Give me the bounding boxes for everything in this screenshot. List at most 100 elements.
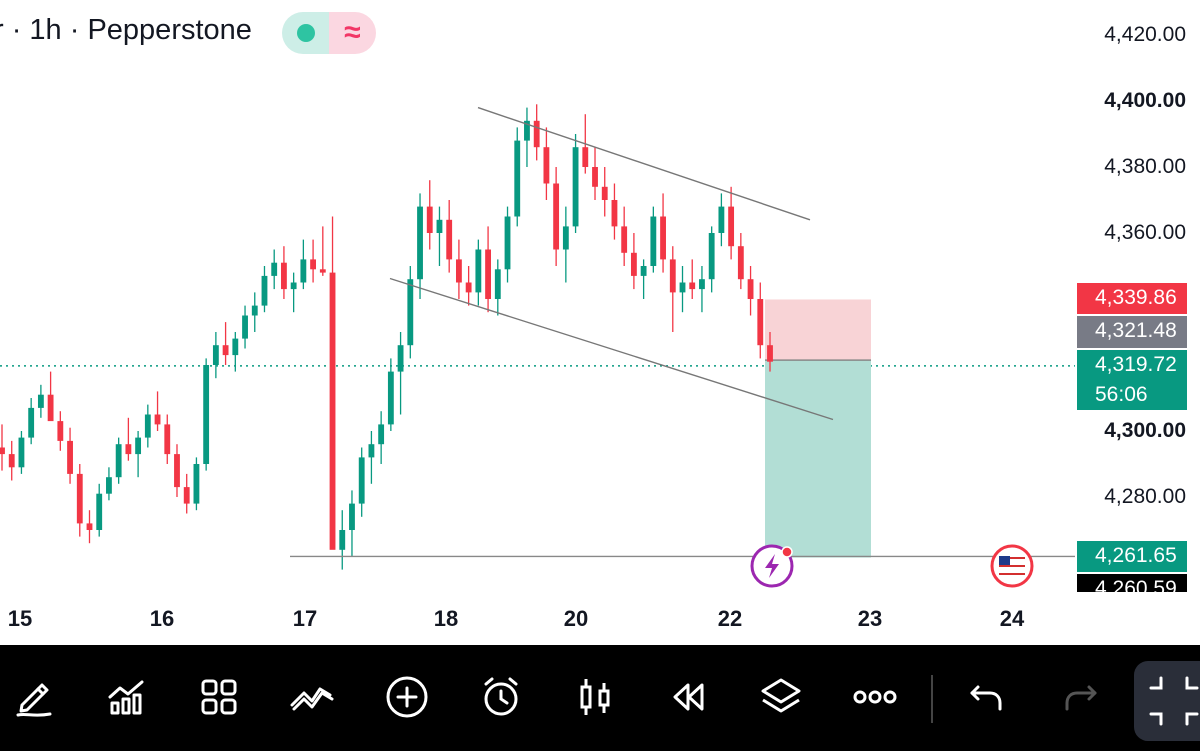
candle bbox=[533, 120, 540, 148]
target-zone bbox=[765, 360, 871, 558]
candle bbox=[232, 338, 239, 356]
candle bbox=[18, 437, 25, 468]
candle bbox=[426, 206, 433, 233]
candle bbox=[679, 282, 686, 293]
candle bbox=[718, 206, 725, 233]
candle bbox=[485, 249, 491, 299]
candle bbox=[203, 365, 210, 464]
indicators-icon[interactable] bbox=[102, 673, 150, 721]
candle bbox=[174, 454, 180, 488]
time-axis-label: 18 bbox=[433, 606, 459, 631]
candle bbox=[455, 259, 462, 283]
time-axis-label: 15 bbox=[7, 606, 33, 631]
layers-icon[interactable] bbox=[757, 673, 805, 721]
price-tick-label: 4,380.00 bbox=[1104, 155, 1186, 178]
lower-trendline bbox=[389, 277, 834, 421]
candle bbox=[640, 266, 647, 276]
add-icon[interactable] bbox=[383, 673, 431, 721]
candle bbox=[747, 279, 754, 299]
more-icon[interactable] bbox=[851, 673, 899, 721]
stop-price-tag: 4,339.86 bbox=[1077, 283, 1187, 314]
candle bbox=[115, 444, 122, 478]
candle bbox=[271, 262, 278, 276]
status-pill[interactable]: ≈ bbox=[282, 12, 376, 54]
fullscreen-icon[interactable] bbox=[1134, 661, 1200, 741]
chart-svg[interactable] bbox=[0, 0, 1200, 645]
candle bbox=[737, 246, 744, 280]
candle bbox=[582, 147, 589, 167]
brush-icon[interactable] bbox=[10, 673, 58, 721]
lightning-event-icon[interactable] bbox=[750, 544, 794, 588]
upper-trendline bbox=[477, 106, 811, 221]
candles-icon[interactable] bbox=[571, 673, 619, 721]
candle bbox=[475, 249, 482, 293]
symbol-title[interactable]: r · 1h · Pepperstone bbox=[0, 14, 252, 46]
candle bbox=[446, 219, 453, 260]
candle bbox=[378, 424, 385, 445]
chart-type-icon[interactable] bbox=[288, 673, 336, 721]
candle bbox=[387, 371, 394, 425]
us-flag-event-icon[interactable] bbox=[990, 544, 1034, 588]
target-price-tag-value: 4,261.65 bbox=[1095, 544, 1177, 567]
candle bbox=[436, 219, 443, 233]
price-tick-label: 4,280.00 bbox=[1104, 485, 1186, 508]
price-tick-label: 4,420.00 bbox=[1104, 23, 1186, 46]
candle bbox=[96, 493, 103, 530]
candle bbox=[281, 262, 287, 290]
candle bbox=[339, 530, 346, 550]
candle bbox=[329, 272, 336, 550]
candle bbox=[57, 421, 64, 441]
drawing-layer bbox=[290, 106, 1075, 558]
candle bbox=[650, 216, 657, 266]
time-axis-label: 20 bbox=[563, 606, 589, 631]
candle bbox=[144, 414, 151, 438]
candle bbox=[630, 252, 637, 276]
redo-icon[interactable] bbox=[1057, 673, 1105, 721]
candle bbox=[358, 457, 365, 504]
candle bbox=[86, 523, 93, 530]
candle bbox=[504, 216, 511, 270]
rewind-icon[interactable] bbox=[664, 673, 712, 721]
price-tick-label: 4,300.00 bbox=[1104, 419, 1186, 442]
time-axis-label: 17 bbox=[292, 606, 318, 631]
candle bbox=[708, 233, 715, 280]
candle bbox=[164, 424, 171, 455]
candle bbox=[494, 269, 501, 299]
candle bbox=[154, 414, 161, 425]
candle bbox=[193, 464, 200, 504]
event-markers bbox=[750, 544, 1034, 588]
candle bbox=[592, 167, 598, 187]
toolbar-divider bbox=[931, 675, 933, 723]
candle bbox=[553, 183, 560, 250]
candle bbox=[543, 147, 550, 184]
candle bbox=[8, 454, 15, 468]
candle bbox=[689, 282, 696, 290]
undo-icon[interactable] bbox=[962, 673, 1010, 721]
last-price-tag: 4,319.72 56:06 bbox=[1077, 350, 1187, 410]
candle bbox=[524, 120, 530, 141]
candle bbox=[349, 503, 355, 530]
candle bbox=[660, 216, 666, 260]
entry-price-tag-value: 4,321.48 bbox=[1095, 319, 1177, 342]
candle bbox=[310, 259, 317, 270]
candle bbox=[183, 487, 190, 504]
candle bbox=[368, 444, 375, 458]
candle bbox=[261, 275, 268, 306]
wave-icon: ≈ bbox=[329, 12, 376, 54]
candle bbox=[37, 394, 44, 408]
candle bbox=[514, 140, 521, 217]
last-price-tag-countdown: 56:06 bbox=[1095, 383, 1148, 406]
time-axis-label: 24 bbox=[999, 606, 1025, 631]
stop-price-tag-value: 4,339.86 bbox=[1095, 286, 1177, 309]
stop-zone bbox=[765, 299, 871, 361]
alarm-icon[interactable] bbox=[477, 673, 525, 721]
candle bbox=[67, 440, 73, 474]
candle bbox=[621, 226, 628, 253]
chart-area[interactable]: r · 1h · Pepperstone ≈ 4,420.00 4,400.00 4… bbox=[0, 0, 1200, 645]
candle bbox=[300, 259, 307, 283]
candle bbox=[47, 394, 54, 422]
low-price-tag: 4,260.59 bbox=[1077, 574, 1187, 592]
candle bbox=[728, 206, 735, 247]
time-axis-label: 23 bbox=[857, 606, 883, 631]
grid-icon[interactable] bbox=[195, 673, 243, 721]
